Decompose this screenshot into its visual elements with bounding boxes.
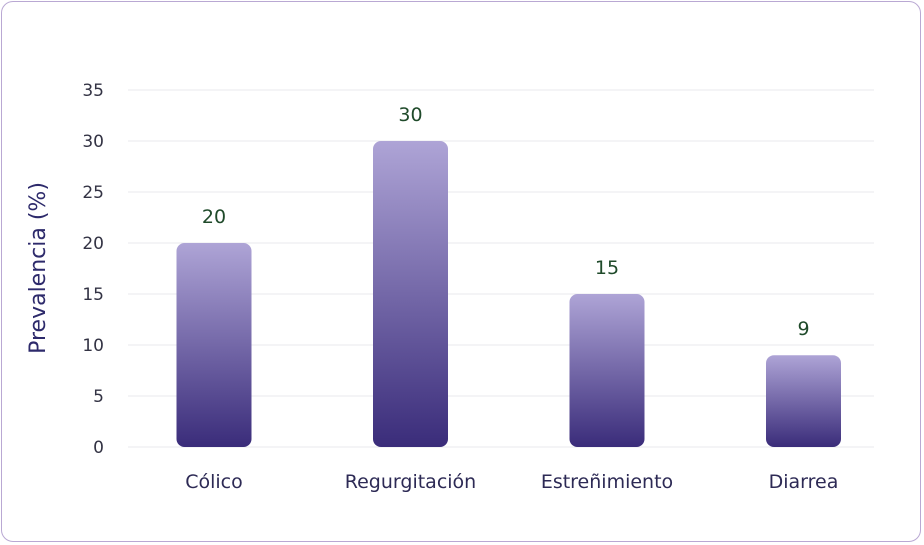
grid-lines [128,89,874,448]
y-tick-label: 20 [82,234,104,254]
y-tick-label: 5 [93,387,104,407]
value-labels: 20 30 15 9 [202,104,810,340]
y-tick-label: 0 [93,438,104,458]
category-label-3: Diarrea [769,471,839,493]
x-axis-categories: Cólico Regurgitación Estreñimiento Diarrea [185,471,838,493]
bar-2 [569,294,645,447]
category-label-0: Cólico [185,471,243,493]
y-tick-label: 10 [82,336,104,356]
y-tick-label: 30 [82,132,104,152]
y-tick-label: 25 [82,183,104,203]
bar-3 [766,355,841,447]
bars [176,141,841,447]
value-label-1: 30 [398,104,422,126]
bar-0 [176,243,252,447]
y-axis-label: Prevalencia (%) [26,182,51,354]
value-label-0: 20 [202,206,226,228]
value-label-2: 15 [595,257,619,279]
category-label-2: Estreñimiento [541,471,673,493]
y-tick-label: 15 [82,285,104,305]
bar-1 [373,141,448,447]
y-tick-label: 35 [82,81,104,101]
y-axis-ticks: 0 5 10 15 20 25 30 35 [82,81,104,458]
value-label-3: 9 [797,318,809,340]
category-label-1: Regurgitación [345,471,476,493]
